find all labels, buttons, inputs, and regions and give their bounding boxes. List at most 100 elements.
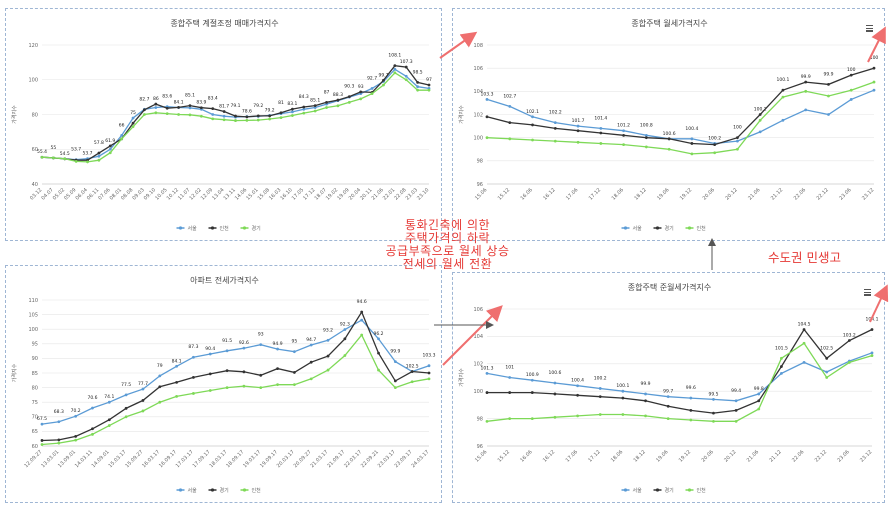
data-point — [199, 106, 203, 110]
data-point — [804, 108, 808, 112]
data-point — [165, 106, 169, 110]
data-label: 100.8 — [640, 122, 653, 128]
data-label: 83.9 — [196, 100, 206, 106]
data-point — [758, 113, 762, 116]
y-tick-label: 40 — [32, 182, 38, 188]
data-label: 82.7 — [139, 96, 149, 102]
data-point — [242, 346, 246, 350]
data-point — [302, 111, 306, 115]
data-point — [336, 104, 340, 108]
data-point — [531, 115, 534, 119]
hamburger-icon[interactable] — [866, 25, 873, 32]
chart-title: 종합주택 준월세가격지수 — [628, 282, 712, 292]
data-point — [225, 369, 229, 373]
legend-marker — [178, 488, 183, 492]
data-label: 55.4 — [37, 149, 47, 155]
data-point — [175, 394, 179, 398]
data-label: 101 — [505, 365, 514, 371]
data-point — [74, 434, 78, 438]
data-label: 100 — [870, 55, 879, 61]
y-tick-label: 105 — [28, 312, 38, 318]
data-point — [576, 384, 579, 388]
data-point — [508, 391, 512, 394]
data-point — [158, 374, 162, 378]
data-point — [326, 338, 330, 342]
data-label: 99.7 — [663, 389, 673, 395]
data-label: 94.7 — [306, 337, 316, 343]
data-point — [690, 142, 694, 145]
data-point — [621, 413, 625, 416]
data-label: 87 — [324, 89, 330, 95]
data-point — [622, 143, 625, 147]
data-point — [91, 427, 94, 431]
y-tick-label: 104 — [473, 89, 483, 95]
annotation-line-1: 통화긴축에 의한 — [404, 218, 491, 232]
data-label: 93 — [358, 84, 364, 90]
data-point — [141, 399, 145, 402]
data-point — [870, 328, 874, 331]
data-point — [712, 411, 715, 415]
data-label: 100.1 — [776, 77, 789, 83]
data-point — [199, 114, 203, 118]
data-point — [347, 100, 351, 104]
data-point — [621, 389, 625, 393]
legend-marker — [655, 488, 660, 492]
data-point — [234, 114, 237, 118]
data-label: 83.4 — [208, 96, 218, 102]
series-line-경기 — [41, 310, 430, 442]
data-label: 86 — [153, 96, 159, 102]
data-point — [598, 413, 602, 416]
data-point — [360, 310, 364, 314]
y-tick-label: 104 — [473, 334, 483, 340]
series-line-서울 — [486, 89, 875, 145]
data-point — [736, 139, 739, 143]
hamburger-icon[interactable] — [864, 289, 871, 296]
data-point — [124, 393, 128, 397]
data-point — [211, 107, 215, 110]
data-point — [259, 343, 263, 347]
y-tick-label: 80 — [32, 385, 38, 391]
data-point — [427, 83, 431, 87]
data-label: 100 — [733, 125, 742, 131]
data-label: 101.3 — [481, 365, 494, 371]
data-point — [86, 160, 89, 164]
legend-marker — [178, 226, 183, 230]
data-point — [485, 98, 489, 101]
data-point — [622, 133, 625, 137]
data-point — [158, 400, 162, 404]
data-point — [427, 88, 431, 92]
data-point — [804, 80, 808, 84]
series-line-서울 — [41, 319, 430, 425]
data-point — [313, 104, 317, 108]
data-label: 99.4 — [731, 388, 741, 394]
data-label: 75 — [130, 110, 136, 116]
data-label: 68.3 — [54, 409, 64, 415]
data-point — [849, 88, 853, 92]
data-point — [410, 380, 414, 384]
data-label: 99.9 — [641, 381, 651, 387]
data-label: 103.3 — [481, 91, 494, 97]
y-tick-label: 110 — [28, 298, 38, 304]
data-point — [689, 408, 693, 412]
data-point — [712, 398, 715, 401]
data-label: 93 — [258, 332, 264, 338]
data-point — [827, 113, 830, 116]
data-point — [393, 386, 397, 389]
data-point — [309, 343, 313, 347]
legend-label: 인천 — [252, 487, 262, 494]
data-label: 102.1 — [526, 109, 539, 115]
data-label: 77.5 — [121, 382, 131, 388]
data-point — [336, 98, 340, 102]
y-axis-label: 가격지수 — [11, 363, 18, 382]
annotation-right: 수도권 민생고 — [768, 250, 841, 265]
legend-label: 서울 — [633, 225, 643, 232]
data-point — [689, 418, 693, 422]
data-label: 99.7 — [378, 72, 388, 78]
data-label: 84.3 — [299, 94, 309, 100]
data-point — [393, 67, 397, 71]
data-point — [404, 65, 408, 69]
data-point — [276, 383, 279, 387]
data-point — [91, 432, 94, 436]
